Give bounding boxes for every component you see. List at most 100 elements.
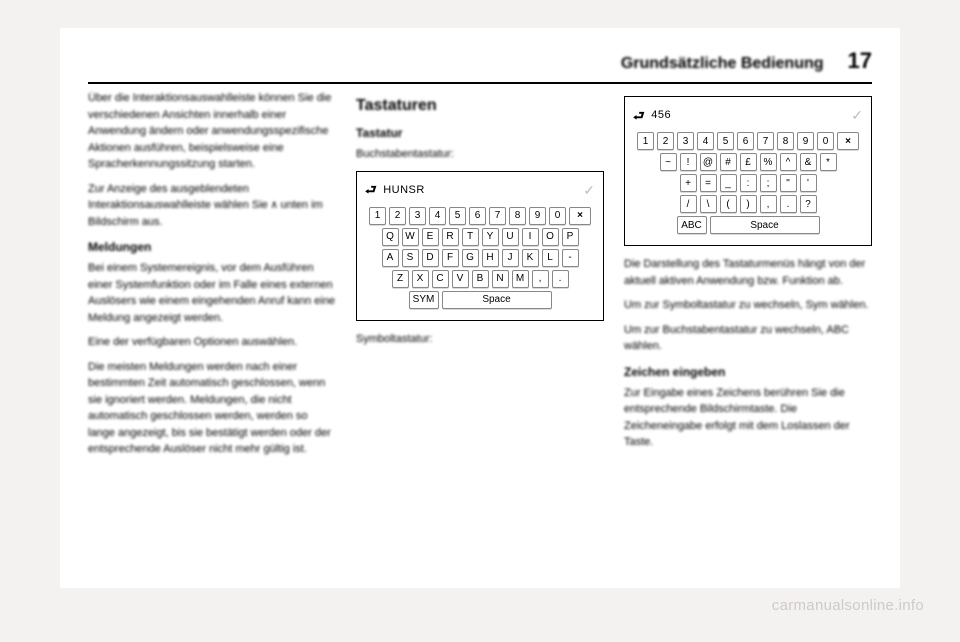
keyboard-key[interactable]: P (562, 228, 579, 246)
keyboard-key[interactable]: 5 (449, 207, 466, 225)
keyboard-key[interactable]: W (402, 228, 419, 246)
keyboard-key[interactable]: ? (800, 195, 817, 213)
keyboard-key[interactable]: X (412, 270, 429, 288)
keyboard-key[interactable]: . (552, 270, 569, 288)
keyboard-key[interactable]: 8 (509, 207, 526, 225)
keyboard-key[interactable]: A (382, 249, 399, 267)
keyboard-key[interactable]: ; (760, 174, 777, 192)
keyboard-key[interactable]: £ (740, 153, 757, 171)
keyboard-field: ⮐ HUNSR (365, 180, 425, 200)
keyboard-key[interactable]: : (740, 174, 757, 192)
keyboard-row: /\(),.? (631, 195, 865, 213)
abc-key[interactable]: ABC (677, 216, 707, 234)
keyboard-key[interactable]: ) (740, 195, 757, 213)
keyboard-key[interactable]: S (402, 249, 419, 267)
keyboard-key[interactable]: 0 (549, 207, 566, 225)
backspace-key[interactable]: × (837, 132, 859, 150)
label-symboltastatur: Symboltastatur: (356, 331, 604, 348)
keyboard-key[interactable]: 6 (469, 207, 486, 225)
body-text: Zur Eingabe eines Zeichens berühren Sie … (624, 385, 872, 451)
keyboard-row: QWERTYUIOP (363, 228, 597, 246)
keyboard-key[interactable]: . (780, 195, 797, 213)
keyboard-key[interactable]: @ (700, 153, 717, 171)
keyboard-key[interactable]: 5 (717, 132, 734, 150)
document-page: Grundsätzliche Bedienung 17 Über die Int… (60, 28, 900, 588)
space-key[interactable]: Space (710, 216, 820, 234)
keyboard-key[interactable]: 7 (489, 207, 506, 225)
keyboard-key[interactable]: K (522, 249, 539, 267)
keyboard-key[interactable]: 3 (409, 207, 426, 225)
keyboard-key[interactable]: + (680, 174, 697, 192)
keyboard-symbols: ⮐ 456 ✓ 1234567890× ~!@#£%^&* +=_:;"' /\… (624, 96, 872, 246)
keyboard-row: ABC Space (631, 216, 865, 234)
keyboard-key[interactable]: O (542, 228, 559, 246)
keyboard-key[interactable]: V (452, 270, 469, 288)
keyboard-key[interactable]: G (462, 249, 479, 267)
keyboard-key[interactable]: 6 (737, 132, 754, 150)
keyboard-key[interactable]: % (760, 153, 777, 171)
space-key[interactable]: Space (442, 291, 552, 309)
keyboard-key[interactable]: 2 (657, 132, 674, 150)
keyboard-key[interactable]: C (432, 270, 449, 288)
keyboard-key[interactable]: ~ (660, 153, 677, 171)
section-title: Grundsätzliche Bedienung (621, 55, 824, 73)
heading-zeichen: Zeichen eingeben (624, 363, 872, 381)
watermark: carmanualsonline.info (772, 597, 924, 614)
keyboard-field-text: 456 (651, 107, 671, 124)
keyboard-key[interactable]: ^ (780, 153, 797, 171)
keyboard-key[interactable]: 1 (637, 132, 654, 150)
keyboard-row: SYM Space (363, 291, 597, 309)
keyboard-key[interactable]: B (472, 270, 489, 288)
keyboard-key[interactable]: ! (680, 153, 697, 171)
body-text: Die meisten Meldungen werden nach einer … (88, 359, 336, 458)
keyboard-key[interactable]: - (562, 249, 579, 267)
body-text: Um zur Buchstabentastatur zu wechseln, A… (624, 322, 872, 355)
body-text: Bei einem Systemereignis, vor dem Ausfüh… (88, 260, 336, 326)
keyboard-key[interactable]: 4 (697, 132, 714, 150)
column-1: Über die Interaktionsauswahlleiste könne… (88, 90, 336, 570)
keyboard-key[interactable]: , (760, 195, 777, 213)
keyboard-key[interactable]: 4 (429, 207, 446, 225)
keyboard-key[interactable]: U (502, 228, 519, 246)
keyboard-key[interactable]: E (422, 228, 439, 246)
keyboard-key[interactable]: L (542, 249, 559, 267)
keyboard-key[interactable]: F (442, 249, 459, 267)
keyboard-input-row: ⮐ HUNSR ✓ (363, 180, 597, 201)
keyboard-key[interactable]: 2 (389, 207, 406, 225)
keyboard-key[interactable]: I (522, 228, 539, 246)
page-number: 17 (848, 48, 872, 74)
keyboard-key[interactable]: R (442, 228, 459, 246)
keyboard-key[interactable]: M (512, 270, 529, 288)
keyboard-key[interactable]: 8 (777, 132, 794, 150)
body-text: Um zur Symboltastatur zu wechseln, Sym w… (624, 297, 872, 314)
keyboard-key[interactable]: Z (392, 270, 409, 288)
keyboard-key[interactable]: D (422, 249, 439, 267)
keyboard-key[interactable]: T (462, 228, 479, 246)
keyboard-key[interactable]: / (680, 195, 697, 213)
keyboard-key[interactable]: * (820, 153, 837, 171)
keyboard-key[interactable]: Y (482, 228, 499, 246)
keyboard-key[interactable]: J (502, 249, 519, 267)
sym-key[interactable]: SYM (409, 291, 439, 309)
keyboard-key[interactable]: 0 (817, 132, 834, 150)
keyboard-key[interactable]: Q (382, 228, 399, 246)
column-3: ⮐ 456 ✓ 1234567890× ~!@#£%^&* +=_:;"' /\… (624, 90, 872, 570)
keyboard-key[interactable]: 1 (369, 207, 386, 225)
keyboard-key[interactable]: 7 (757, 132, 774, 150)
keyboard-key[interactable]: & (800, 153, 817, 171)
keyboard-key[interactable]: 3 (677, 132, 694, 150)
backspace-key[interactable]: × (569, 207, 591, 225)
keyboard-key[interactable]: , (532, 270, 549, 288)
keyboard-key[interactable]: H (482, 249, 499, 267)
keyboard-key[interactable]: = (700, 174, 717, 192)
keyboard-key[interactable]: # (720, 153, 737, 171)
keyboard-key[interactable]: N (492, 270, 509, 288)
keyboard-key[interactable]: 9 (797, 132, 814, 150)
keyboard-key[interactable]: ' (800, 174, 817, 192)
keyboard-key[interactable]: ( (720, 195, 737, 213)
keyboard-key[interactable]: 9 (529, 207, 546, 225)
keyboard-letters: ⮐ HUNSR ✓ 1234567890× QWERTYUIOP ASDFGHJ… (356, 171, 604, 321)
keyboard-key[interactable]: \ (700, 195, 717, 213)
keyboard-key[interactable]: " (780, 174, 797, 192)
keyboard-key[interactable]: _ (720, 174, 737, 192)
